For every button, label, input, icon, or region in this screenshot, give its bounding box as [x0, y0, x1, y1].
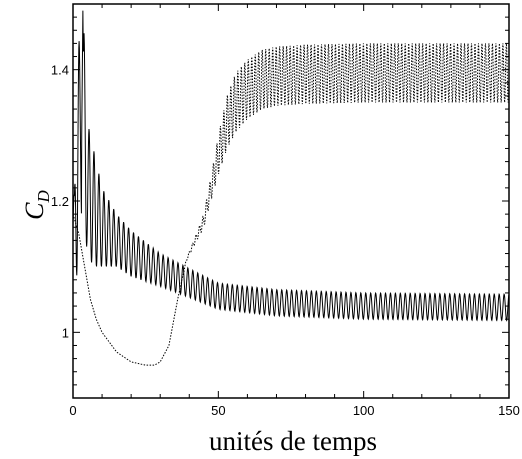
series-dotted-line	[73, 43, 509, 366]
x-tick-label: 100	[353, 403, 375, 418]
series-solid-line	[73, 10, 509, 322]
y-tick-label: 1.4	[51, 63, 69, 78]
x-axis-title: unités de temps	[209, 426, 377, 456]
x-tick-label: 0	[69, 403, 76, 418]
x-tick-label: 50	[211, 403, 225, 418]
y-tick-label: 1.2	[51, 194, 69, 209]
y-axis-title: CD	[20, 189, 53, 219]
svg-text:CD: CD	[20, 189, 53, 219]
x-tick-label: 150	[498, 403, 520, 418]
axes: 0 50 100 150 1 1.2 1.4	[51, 3, 520, 418]
y-axis-title-subscript: D	[34, 189, 53, 203]
y-tick-label: 1	[62, 325, 69, 340]
y-axis-title-main: C	[20, 202, 49, 220]
plot-area	[73, 10, 509, 366]
